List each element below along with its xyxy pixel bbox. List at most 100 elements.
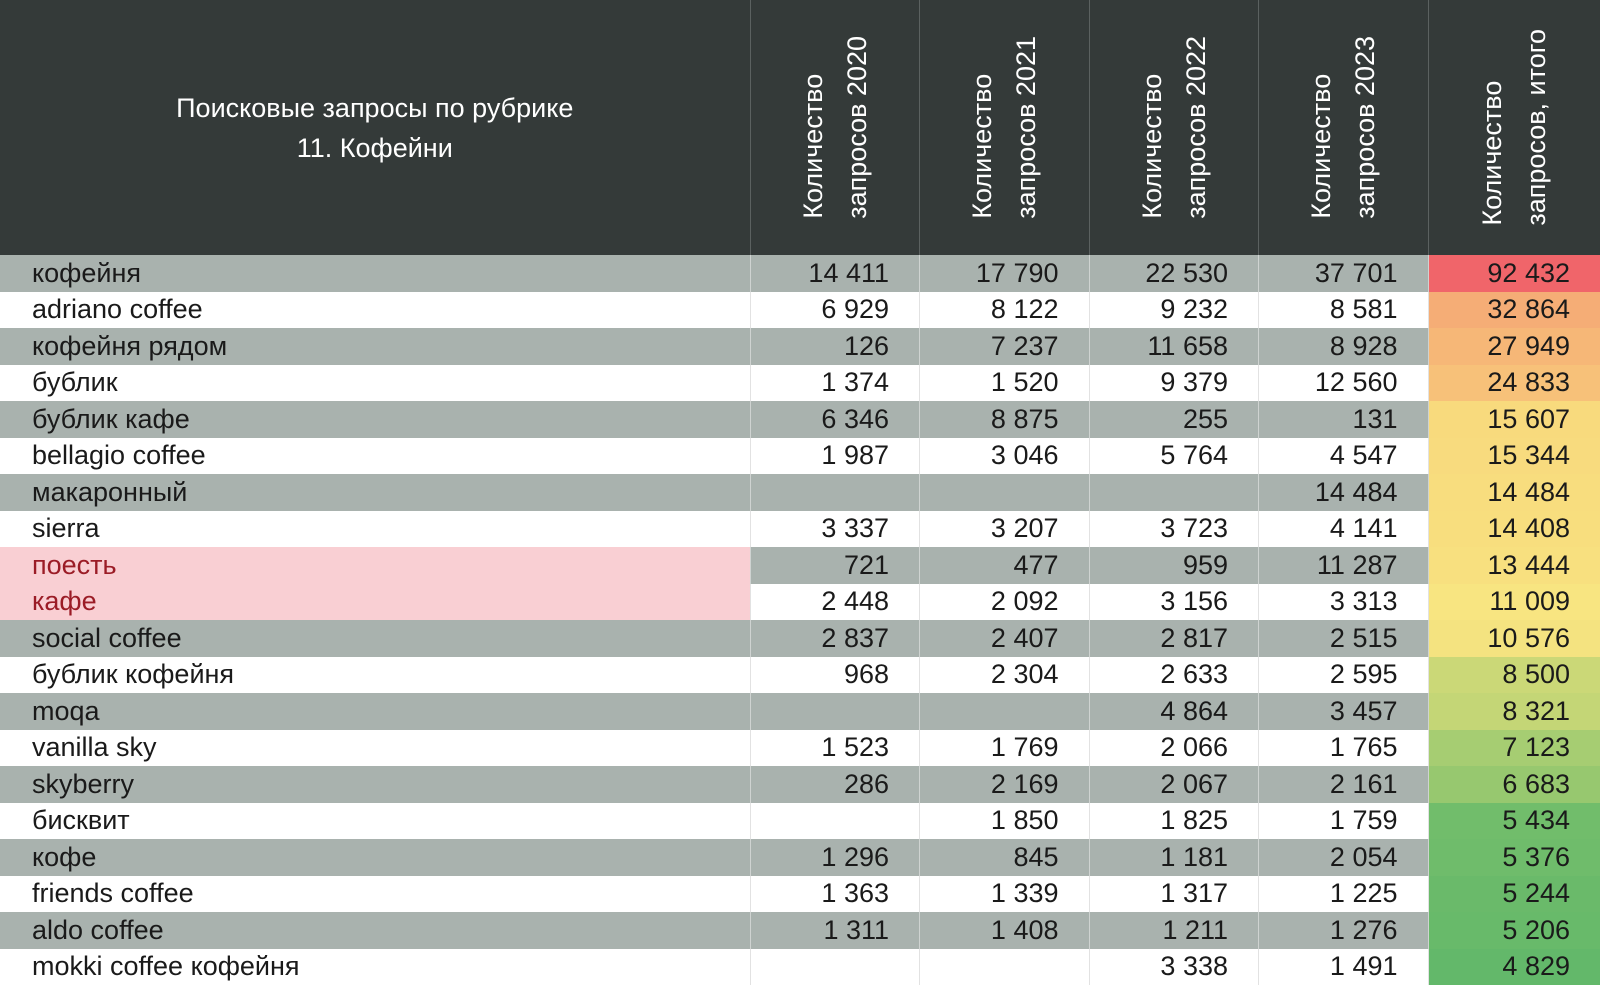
value-2020-cell: 6 346: [750, 401, 920, 438]
table-row: поесть 721 477 959 11 287 13 444: [0, 547, 1600, 584]
value-2021-cell: 845: [919, 839, 1090, 876]
total-cell: 13 444: [1428, 547, 1600, 584]
table-row: sierra 3 337 3 207 3 723 4 141 14 408: [0, 510, 1600, 547]
value-2021-cell: 1 769: [919, 729, 1090, 766]
value-2023-cell: 1 276: [1258, 912, 1429, 949]
total-cell: 32 864: [1428, 291, 1600, 328]
value-2023-cell: 1 491: [1258, 948, 1429, 985]
value-2022-cell: 1 825: [1089, 802, 1259, 839]
value-2021-cell: 2 407: [919, 620, 1090, 657]
table-title-cell: Поисковые запросы по рубрике 11. Кофейни: [0, 0, 751, 255]
value-2022-cell: 3 723: [1089, 510, 1259, 547]
value-2020-cell: 968: [750, 656, 920, 693]
table-row: бублик кафе 6 346 8 875 255 131 15 607: [0, 401, 1600, 438]
table-row: bellagio coffee 1 987 3 046 5 764 4 547 15 34…: [0, 437, 1600, 474]
value-2020-cell: [750, 948, 920, 985]
value-2022-cell: 2 066: [1089, 729, 1259, 766]
value-2020-cell: 1 523: [750, 729, 920, 766]
value-2020-cell: 2 448: [750, 583, 920, 620]
value-2021-cell: 3 046: [919, 437, 1090, 474]
value-2023-cell: 14 484: [1258, 474, 1429, 511]
column-header-2022: Количество запросов 2022: [1089, 0, 1259, 255]
table-row: moqa 4 864 3 457 8 321: [0, 693, 1600, 730]
table-row: skyberry 286 2 169 2 067 2 161 6 683: [0, 766, 1600, 803]
value-2020-cell: 1 363: [750, 875, 920, 912]
value-2023-cell: 2 161: [1258, 766, 1429, 803]
total-cell: 5 206: [1428, 912, 1600, 949]
column-header-2021: Количество запросов 2021: [919, 0, 1090, 255]
table-row: vanilla sky 1 523 1 769 2 066 1 765 7 123: [0, 729, 1600, 766]
query-cell: vanilla sky: [0, 729, 751, 766]
value-2020-cell: [750, 693, 920, 730]
value-2023-cell: 2 054: [1258, 839, 1429, 876]
table-row: кофейня 14 411 17 790 22 530 37 701 92 432: [0, 255, 1600, 292]
value-2022-cell: 2 067: [1089, 766, 1259, 803]
query-cell: mokki coffee кофейня: [0, 948, 751, 985]
query-cell: кофейня: [0, 255, 751, 292]
query-cell: skyberry: [0, 766, 751, 803]
column-header-2022-line2: запросов 2022: [1180, 36, 1211, 219]
value-2022-cell: 11 658: [1089, 328, 1259, 365]
value-2020-cell: [750, 802, 920, 839]
value-2023-cell: 2 595: [1258, 656, 1429, 693]
column-header-2022-label: Количество запросов 2022: [1130, 36, 1218, 219]
table-row: кофе 1 296 845 1 181 2 054 5 376: [0, 839, 1600, 876]
total-cell: 8 500: [1428, 656, 1600, 693]
value-2020-cell: 126: [750, 328, 920, 365]
value-2020-cell: 1 987: [750, 437, 920, 474]
total-cell: 92 432: [1428, 255, 1600, 292]
column-header-total-label: Количество запросов, итого: [1470, 29, 1558, 226]
value-2020-cell: 3 337: [750, 510, 920, 547]
table-row: mokki coffee кофейня 3 338 1 491 4 829: [0, 948, 1600, 985]
value-2021-cell: 8 122: [919, 291, 1090, 328]
value-2021-cell: 3 207: [919, 510, 1090, 547]
value-2022-cell: 2 817: [1089, 620, 1259, 657]
total-cell: 8 321: [1428, 693, 1600, 730]
total-cell: 14 408: [1428, 510, 1600, 547]
column-header-2023-line2: запросов 2023: [1350, 36, 1381, 219]
query-cell: aldo coffee: [0, 912, 751, 949]
query-cell: friends coffee: [0, 875, 751, 912]
query-cell: поесть: [0, 547, 751, 584]
table-row: бублик кофейня 968 2 304 2 633 2 595 8 500: [0, 656, 1600, 693]
value-2022-cell: 9 379: [1089, 364, 1259, 401]
value-2021-cell: 477: [919, 547, 1090, 584]
total-cell: 15 607: [1428, 401, 1600, 438]
total-cell: 7 123: [1428, 729, 1600, 766]
value-2021-cell: [919, 948, 1090, 985]
value-2020-cell: 2 837: [750, 620, 920, 657]
query-cell: бублик кофейня: [0, 656, 751, 693]
query-cell: кафе: [0, 583, 751, 620]
value-2021-cell: 2 304: [919, 656, 1090, 693]
table-row: бублик 1 374 1 520 9 379 12 560 24 833: [0, 364, 1600, 401]
value-2023-cell: 11 287: [1258, 547, 1429, 584]
column-header-2021-label: Количество запросов 2021: [960, 36, 1048, 219]
value-2021-cell: 1 850: [919, 802, 1090, 839]
value-2021-cell: 2 169: [919, 766, 1090, 803]
query-cell: adriano coffee: [0, 291, 751, 328]
column-header-2023-label: Количество запросов 2023: [1299, 36, 1387, 219]
value-2022-cell: 3 156: [1089, 583, 1259, 620]
total-cell: 15 344: [1428, 437, 1600, 474]
query-cell: social coffee: [0, 620, 751, 657]
column-header-2021-line2: запросов 2021: [1011, 36, 1042, 219]
column-header-total-line2: запросов, итого: [1521, 29, 1552, 226]
value-2020-cell: 6 929: [750, 291, 920, 328]
value-2023-cell: 3 313: [1258, 583, 1429, 620]
value-2023-cell: 1 759: [1258, 802, 1429, 839]
total-cell: 24 833: [1428, 364, 1600, 401]
total-cell: 5 244: [1428, 875, 1600, 912]
column-header-2023: Количество запросов 2023: [1258, 0, 1429, 255]
header-row: Поисковые запросы по рубрике 11. Кофейни…: [0, 0, 1600, 255]
table-row: friends coffee 1 363 1 339 1 317 1 225 5 244: [0, 875, 1600, 912]
value-2023-cell: 1 225: [1258, 875, 1429, 912]
value-2021-cell: 1 408: [919, 912, 1090, 949]
value-2021-cell: 7 237: [919, 328, 1090, 365]
value-2022-cell: 2 633: [1089, 656, 1259, 693]
total-cell: 27 949: [1428, 328, 1600, 365]
total-cell: 14 484: [1428, 474, 1600, 511]
table-title-line1: Поисковые запросы по рубрике: [176, 92, 574, 123]
value-2021-cell: [919, 474, 1090, 511]
value-2023-cell: 4 141: [1258, 510, 1429, 547]
column-header-total: Количество запросов, итого: [1428, 0, 1600, 255]
